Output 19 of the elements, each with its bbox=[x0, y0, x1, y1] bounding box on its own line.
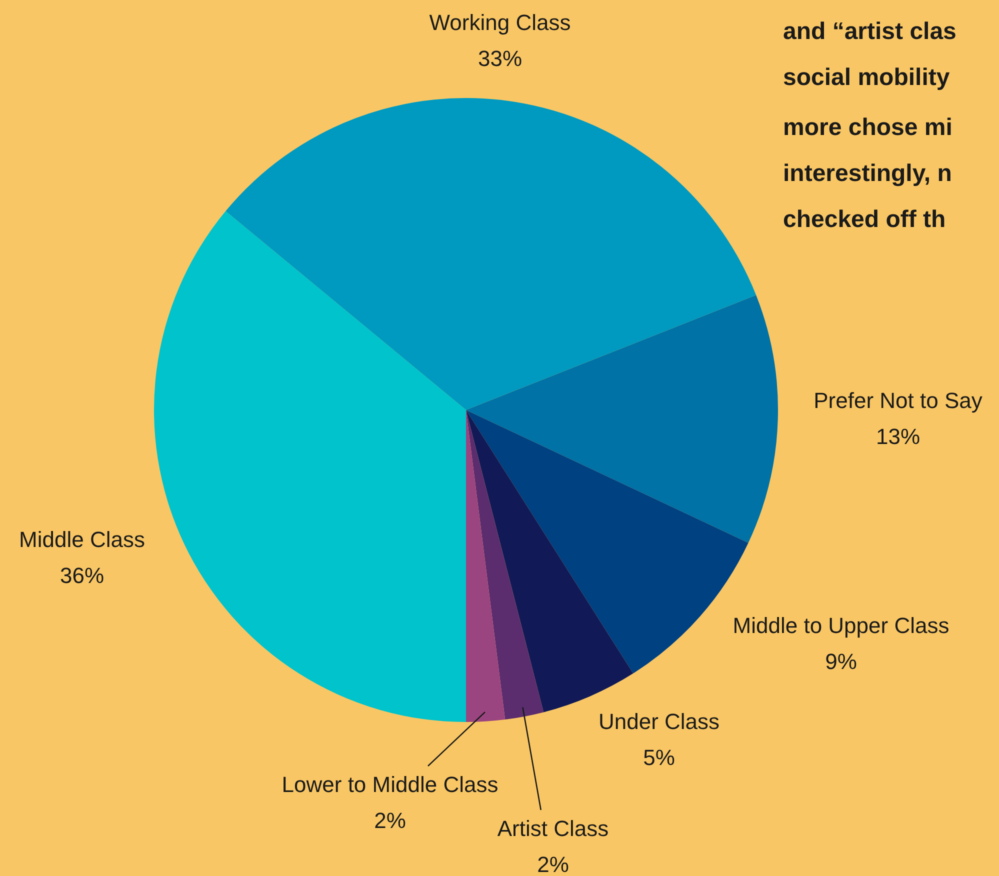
data-label: 2% bbox=[537, 852, 569, 876]
data-label: 33% bbox=[478, 46, 522, 72]
slice-label: Lower to Middle Class bbox=[282, 772, 498, 798]
data-label: 2% bbox=[374, 808, 406, 834]
slice-label: Under Class bbox=[598, 709, 720, 734]
text: checked off th bbox=[783, 206, 946, 234]
slice-label: Working Class bbox=[429, 10, 571, 36]
text: more chose mi bbox=[783, 114, 952, 142]
data-label: 5% bbox=[643, 745, 675, 770]
slice-label: Artist Class bbox=[497, 816, 609, 842]
text: and “artist clas bbox=[783, 18, 956, 46]
slice-label: Prefer Not to Say bbox=[814, 388, 982, 414]
text: interestingly, n bbox=[783, 160, 952, 188]
slice-label: Middle Class bbox=[19, 527, 145, 552]
data-label: 36% bbox=[60, 563, 104, 588]
data-label: 9% bbox=[825, 649, 857, 674]
text: social mobility bbox=[783, 64, 950, 92]
data-label: 13% bbox=[876, 424, 920, 450]
slice-label: Middle to Upper Class bbox=[732, 613, 950, 638]
